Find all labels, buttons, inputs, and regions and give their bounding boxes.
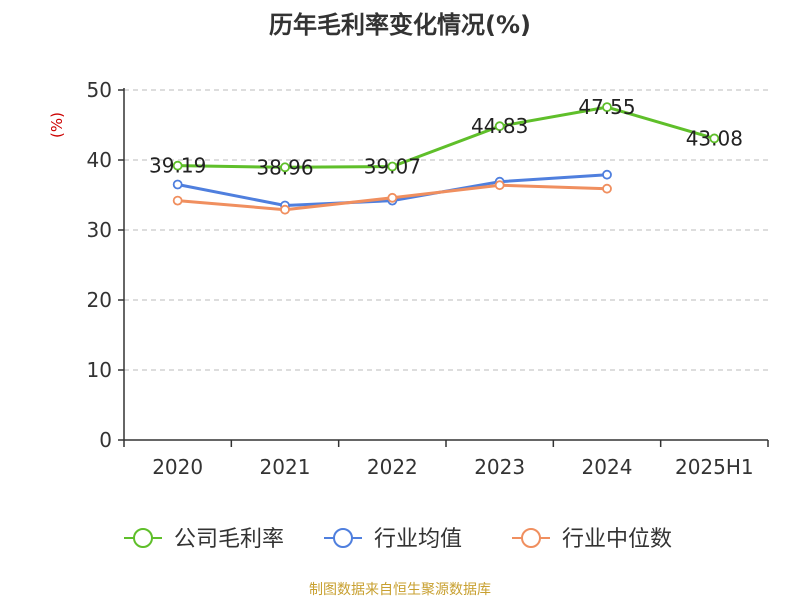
source-note: 制图数据来自恒生聚源数据库: [309, 582, 491, 598]
data-label: 38.96: [256, 155, 313, 179]
y-axis-label: (%): [48, 112, 66, 138]
legend-label: 行业均值: [374, 527, 462, 552]
data-point: [172, 179, 183, 190]
x-tick-label: 2021: [260, 455, 311, 479]
data-point: [387, 192, 398, 203]
data-point: [494, 180, 505, 191]
data-point: [602, 102, 612, 113]
data-labels: 39.19 38.96 39.07 44.83 47.55 43.08: [149, 95, 743, 179]
data-point: [387, 161, 398, 172]
data-label: 43.08: [686, 126, 743, 150]
y-tick-label: 10: [87, 358, 112, 382]
x-tick-label: 2020: [152, 455, 203, 479]
x-tick-label: 2022: [367, 455, 418, 479]
x-tick-label: 2025H1: [675, 455, 754, 479]
axes: 0 10 20 30 40 50 2020 2021 2022 2023 2024 2025H1: [87, 78, 769, 479]
data-point: [172, 195, 183, 206]
series-lines: [172, 102, 720, 215]
y-tick-label: 40: [87, 148, 112, 172]
x-tick-label: 2023: [474, 455, 525, 479]
chart-title: 历年毛利率变化情况(%): [269, 11, 531, 39]
legend: 公司毛利率 行业均值 行业中位数: [124, 527, 672, 552]
legend-label: 行业中位数: [562, 527, 672, 552]
data-label: 39.07: [364, 155, 421, 179]
grid-lines: [124, 89, 768, 371]
data-point: [172, 160, 183, 171]
data-label: 47.55: [578, 95, 635, 119]
y-tick-label: 30: [87, 218, 112, 242]
data-label: 44.83: [471, 114, 528, 138]
legend-marker: [521, 528, 541, 548]
y-tick-label: 20: [87, 288, 112, 312]
data-point: [602, 169, 612, 180]
data-point: [280, 162, 290, 173]
y-tick-label: 0: [99, 428, 112, 452]
legend-marker: [133, 528, 153, 548]
x-tick-label: 2024: [582, 455, 633, 479]
legend-marker: [333, 528, 353, 548]
y-tick-label: 50: [87, 78, 112, 102]
data-point: [709, 133, 720, 144]
data-point: [494, 121, 505, 132]
legend-label: 公司毛利率: [174, 527, 284, 552]
data-point: [602, 183, 612, 194]
data-label: 39.19: [149, 154, 206, 178]
data-point: [280, 204, 290, 215]
series-line: [177, 105, 715, 169]
